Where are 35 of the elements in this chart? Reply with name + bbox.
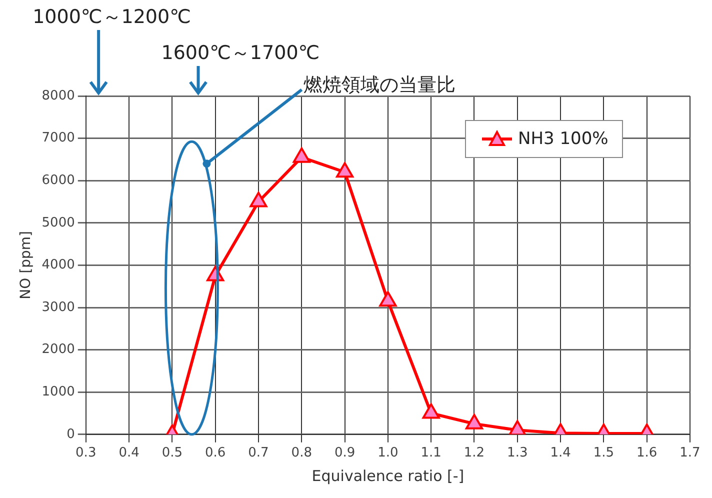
- point: [508, 420, 526, 434]
- x-tick-label: 0.4: [118, 446, 140, 461]
- y-tick-label: 2000: [42, 342, 75, 358]
- text: 1600℃～1700℃: [161, 41, 320, 66]
- x-axis-title: Equivalence ratio [-]: [312, 466, 464, 485]
- text: 1000℃～1200℃: [32, 5, 191, 30]
- point: [379, 291, 397, 307]
- y-tick-label: 7000: [42, 130, 75, 146]
- point: [336, 162, 354, 178]
- x-tick-label: 1.0: [378, 446, 398, 461]
- x-tick-label: 0.9: [334, 446, 356, 461]
- x-tick-label: 0.5: [162, 446, 183, 461]
- x-tick-label: 0.6: [204, 446, 226, 461]
- legend-label: NH3 100%: [518, 129, 608, 149]
- y-tick-label: 8000: [42, 88, 75, 104]
- x-tick-label: 0.8: [291, 446, 312, 461]
- x-tick-label: 1.7: [680, 446, 700, 461]
- x-tick-label: 1.6: [636, 446, 658, 461]
- x-tick-label: 0.3: [76, 446, 96, 461]
- y-tick-label: 4000: [42, 258, 75, 273]
- y-tick-label: 1000: [42, 384, 75, 400]
- x-tick-label: 0.7: [248, 446, 269, 461]
- point: [292, 147, 310, 163]
- point: [250, 192, 268, 208]
- x-tick-label: 1.4: [550, 446, 571, 461]
- text: 燃焼領域の当量比: [304, 72, 456, 98]
- x-tick-label: 1.5: [593, 446, 614, 461]
- y-tick-label: 5000: [42, 215, 75, 230]
- y-axis-title: NO [ppm]: [18, 231, 34, 300]
- y-tick-label: 6000: [42, 172, 75, 188]
- y-tick-label: 3000: [42, 300, 75, 315]
- x-tick-label: 1.2: [464, 446, 485, 461]
- x-tick-label: 1.3: [507, 446, 528, 461]
- y-tick-label: 0: [66, 426, 75, 442]
- x-tick-label: 1.1: [420, 446, 442, 461]
